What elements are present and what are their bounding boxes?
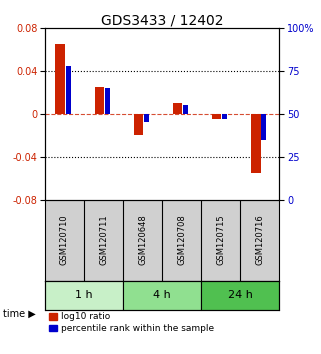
- Bar: [95, 87, 104, 114]
- Text: GSM120716: GSM120716: [255, 215, 264, 266]
- Bar: [201, 281, 279, 310]
- Text: 4 h: 4 h: [153, 290, 171, 300]
- Text: GSM120715: GSM120715: [216, 215, 225, 266]
- Legend: log10 ratio, percentile rank within the sample: log10 ratio, percentile rank within the …: [49, 312, 214, 333]
- Bar: [222, 114, 227, 119]
- Text: 24 h: 24 h: [228, 290, 253, 300]
- Text: 1 h: 1 h: [75, 290, 93, 300]
- Bar: [56, 44, 65, 114]
- Bar: [212, 114, 221, 119]
- Bar: [251, 114, 261, 173]
- Title: GDS3433 / 12402: GDS3433 / 12402: [101, 13, 223, 27]
- Text: GSM120708: GSM120708: [177, 215, 186, 266]
- Text: time ▶: time ▶: [3, 308, 36, 318]
- Bar: [66, 66, 71, 114]
- Text: GSM120711: GSM120711: [99, 215, 108, 266]
- Bar: [144, 114, 149, 122]
- Bar: [123, 281, 201, 310]
- Bar: [45, 281, 123, 310]
- Text: GSM120648: GSM120648: [138, 215, 147, 266]
- Text: GSM120710: GSM120710: [60, 215, 69, 266]
- Bar: [262, 114, 266, 139]
- Bar: [134, 114, 143, 135]
- Bar: [183, 105, 188, 114]
- Bar: [105, 88, 110, 114]
- Bar: [173, 103, 182, 114]
